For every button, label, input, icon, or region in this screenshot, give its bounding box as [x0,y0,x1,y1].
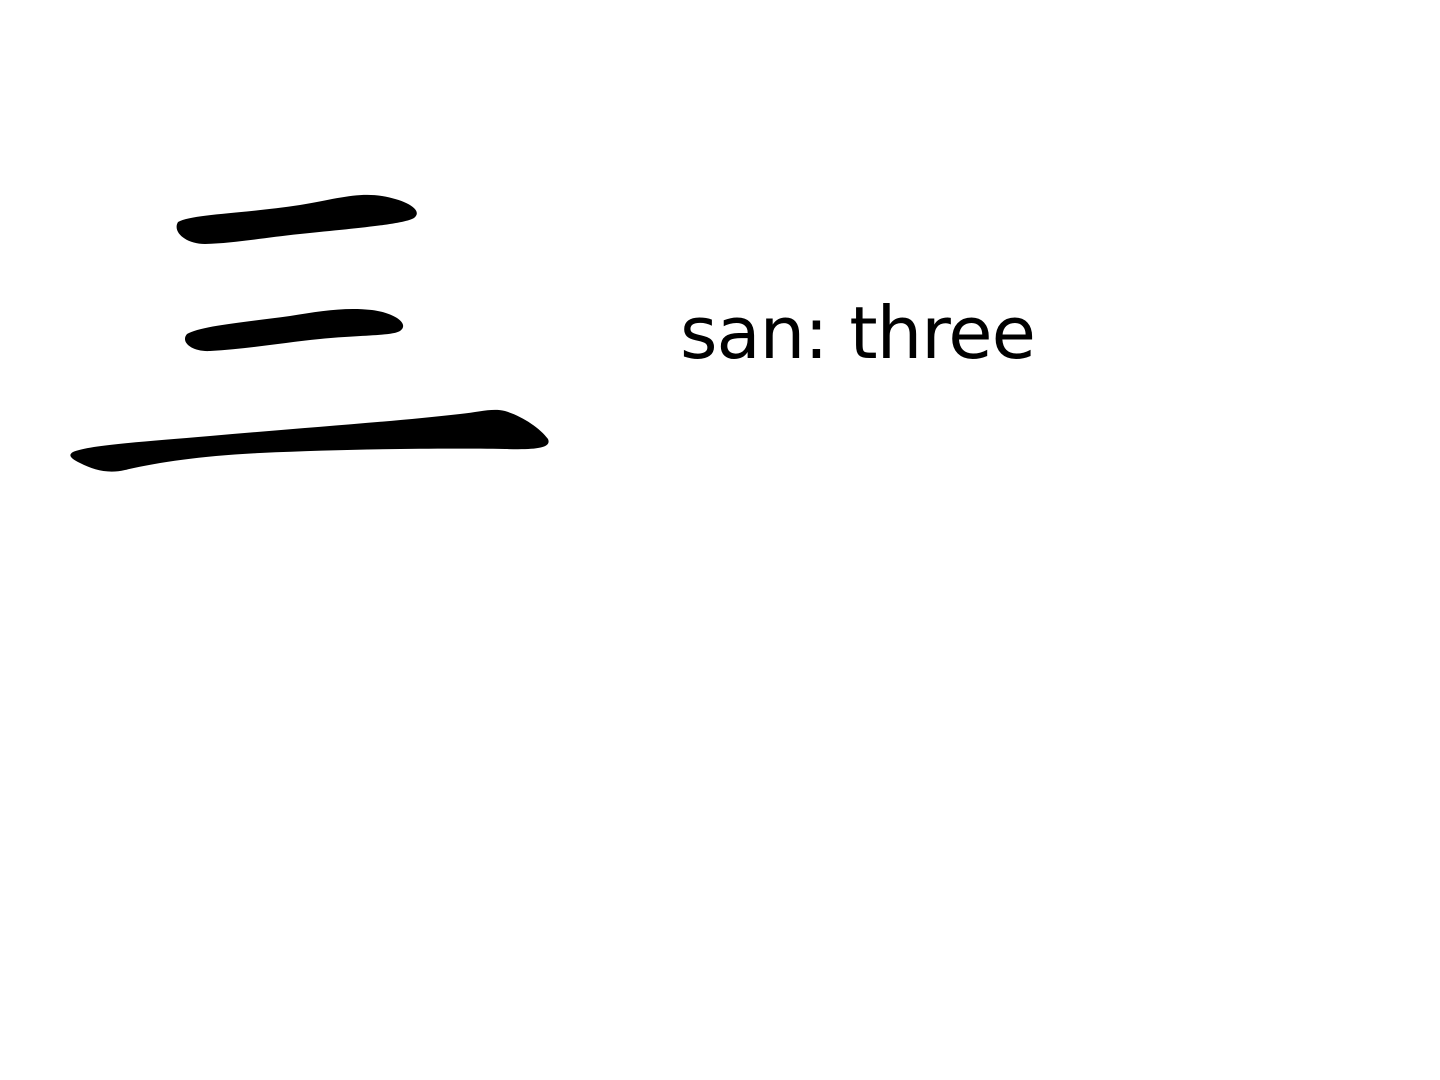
stroke-bottom [70,409,549,472]
stroke-middle [184,308,404,352]
stroke-top [176,194,417,244]
pinyin-meaning-caption: san: three [680,291,1036,375]
hanzi-san-icon [70,194,549,472]
